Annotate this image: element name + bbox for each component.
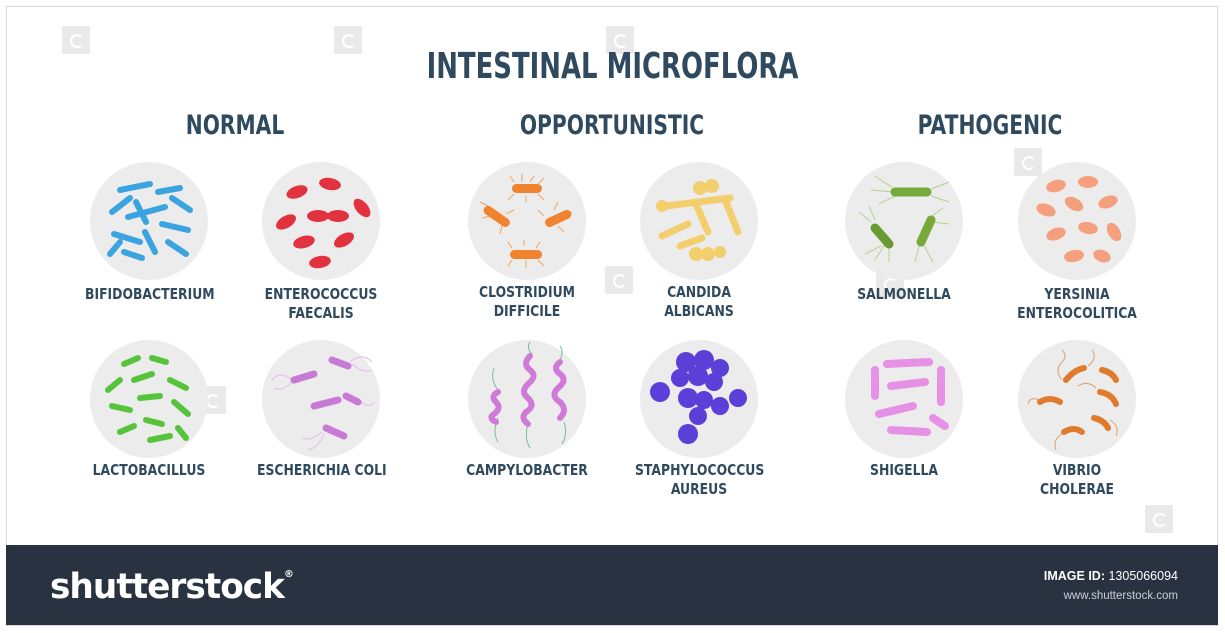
watermark-mark [606, 26, 634, 54]
watermark-mark [62, 26, 90, 54]
illustration-frame [6, 6, 1218, 626]
staphylococcus-aureus-illustration [640, 340, 758, 458]
shigella-icon [871, 358, 949, 436]
clostridium-difficile-icon [479, 174, 573, 268]
label-staphylococcus-aureus: STAPHYLOCOCCUS AUREUS [635, 461, 765, 498]
campylobacter-illustration [468, 340, 586, 458]
bifidobacterium-icon [107, 181, 193, 261]
yersinia-enterocolitica-icon [1036, 176, 1122, 263]
label-clostridium-difficile: CLOSTRIDIUM DIFFICILE [479, 283, 575, 320]
shigella-illustration [845, 340, 963, 458]
watermark-mark [1145, 505, 1173, 533]
page-title: INTESTINAL MICROFLORA [426, 46, 799, 87]
group-title-normal: NORMAL [185, 110, 285, 141]
salmonella-icon [858, 175, 950, 263]
label-campylobacter: CAMPYLOBACTER [466, 461, 588, 479]
staphylococcus-aureus-icon [650, 350, 747, 444]
footer-bar: shutterstock® IMAGE ID: 1305066094 www.s… [6, 545, 1218, 625]
escherichia-coli-illustration [262, 340, 380, 458]
label-escherichia-coli: ESCHERICHIA COLI [257, 461, 387, 479]
watermark-mark [334, 26, 362, 54]
label-shigella: SHIGELLA [870, 461, 938, 479]
candida-albicans-illustration [640, 162, 758, 280]
clostridium-difficile-illustration [468, 162, 586, 280]
image-id-text: IMAGE ID: 1305066094 [1043, 569, 1178, 583]
label-candida-albicans: CANDIDA ALBICANS [664, 283, 734, 320]
label-lactobacillus: LACTOBACILLUS [92, 461, 206, 479]
group-title-pathogenic: PATHOGENIC [917, 110, 1063, 141]
label-vibrio-cholerae: VIBRIO CHOLERAE [1039, 461, 1114, 498]
label-salmonella: SALMONELLA [857, 285, 951, 303]
label-enterococcus-faecalis: ENTEROCOCCUS FAECALIS [264, 285, 378, 322]
enterococcus-faecalis-icon [276, 177, 371, 269]
bifidobacterium-illustration [90, 162, 208, 280]
vibrio-cholerae-icon [1027, 349, 1119, 451]
site-url[interactable]: www.shutterstock.com [1063, 590, 1178, 602]
label-yersinia-enterocolitica: YERSINIA ENTEROCOLITICA [1017, 285, 1137, 322]
group-title-opportunistic: OPPORTUNISTIC [519, 110, 705, 141]
vibrio-cholerae-illustration [1018, 340, 1136, 458]
candida-albicans-icon [656, 179, 742, 261]
salmonella-illustration [845, 162, 963, 280]
lactobacillus-icon [105, 355, 191, 443]
shutterstock-logo[interactable]: shutterstock® [50, 567, 294, 607]
campylobacter-icon [488, 341, 567, 449]
watermark-mark [1014, 148, 1042, 176]
label-bifidobacterium: BIFIDOBACTERIUM [85, 285, 215, 303]
watermark-mark [605, 266, 633, 294]
escherichia-coli-icon [271, 356, 375, 451]
enterococcus-faecalis-illustration [262, 162, 380, 280]
lactobacillus-illustration [90, 340, 208, 458]
yersinia-enterocolitica-illustration [1018, 162, 1136, 280]
